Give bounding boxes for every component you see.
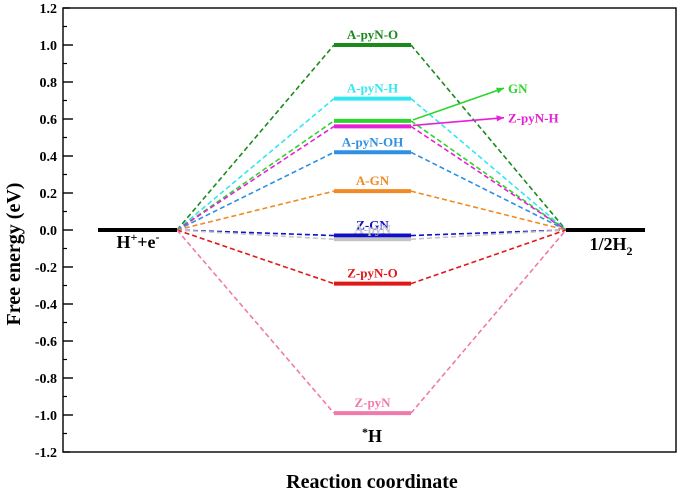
y-tick-label: 0.8: [40, 76, 58, 91]
start-label: H++e-: [116, 230, 159, 252]
y-tick-label: -0.4: [35, 298, 57, 313]
label-a-gn: A-GN: [356, 173, 390, 188]
label-a-pyn-h: A-pyN-H: [347, 81, 398, 96]
y-tick-label: 0.6: [40, 113, 58, 128]
energy-levels: [98, 43, 645, 416]
arrowhead-gn: [496, 87, 504, 94]
y-tick-label: 0.0: [40, 224, 58, 239]
x-axis-title: Reaction coordinate: [286, 471, 458, 493]
y-tick-label: 1.2: [40, 2, 58, 17]
connector-z-pyn-o: [410, 229, 567, 285]
y-tick-label: -1.0: [35, 409, 57, 424]
y-axis-title: Free energy (eV): [3, 183, 25, 326]
connector-a-pyn-oh: [176, 151, 335, 231]
y-tick-label: -0.6: [35, 335, 57, 350]
end-label: 1/2H2: [589, 234, 632, 258]
connector-a-gn: [176, 190, 335, 231]
connector-a-pyn: [410, 229, 567, 241]
y-tick-label: 0.4: [40, 150, 58, 165]
y-tick-label: -1.2: [35, 446, 57, 461]
connector-z-pyn-h: [176, 125, 335, 231]
connector-a-pyn-o: [176, 44, 335, 231]
arrowhead-z-pyn-h: [496, 115, 504, 122]
connector-a-pyn-h: [410, 98, 567, 231]
label-z-pyn-h: Z-pyN-H: [508, 111, 559, 126]
connector-z-pyn-h: [410, 125, 567, 231]
label-z-gn: Z-GN: [356, 218, 389, 233]
label-a-pyn: A-pyN: [354, 221, 391, 236]
y-tick-label: -0.8: [35, 372, 57, 387]
y-tick-label: 0.2: [40, 187, 58, 202]
connector-a-pyn-o: [410, 44, 567, 231]
arrow-gn: [412, 87, 505, 121]
connector-z-pyn: [176, 229, 335, 414]
arrow-z-pyn-h: [412, 116, 505, 127]
connector-a-gn: [410, 190, 567, 231]
connector-z-gn: [176, 229, 335, 237]
y-tick-label: 1.0: [40, 39, 58, 54]
connector-z-pyn-o: [176, 229, 335, 285]
connector-a-pyn: [176, 229, 335, 241]
label-a-pyn-oh: A-pyN-OH: [342, 134, 403, 149]
y-axis-ticks: 1.2 1.0 0.8 0.6 0.4 0.2 0.0 -0.2 -0.4 -0.6 -0.8 -1.…: [35, 2, 73, 461]
connector-a-pyn-oh: [410, 151, 567, 231]
intermediate-label: *H: [362, 425, 382, 446]
label-a-pyn-o: A-pyN-O: [347, 27, 398, 42]
connector-a-pyn-h: [176, 98, 335, 231]
y-tick-label: -0.2: [35, 261, 57, 276]
level-labels: A-pyN-O A-pyN-H GN Z-pyN-H A-pyN-OH A-GN Z-GNA…: [342, 27, 559, 410]
label-gn: GN: [508, 81, 528, 96]
label-z-pyn: Z-pyN: [354, 395, 391, 410]
label-z-pyn-o: Z-pyN-O: [347, 266, 398, 281]
connector-lines: [176, 44, 567, 414]
